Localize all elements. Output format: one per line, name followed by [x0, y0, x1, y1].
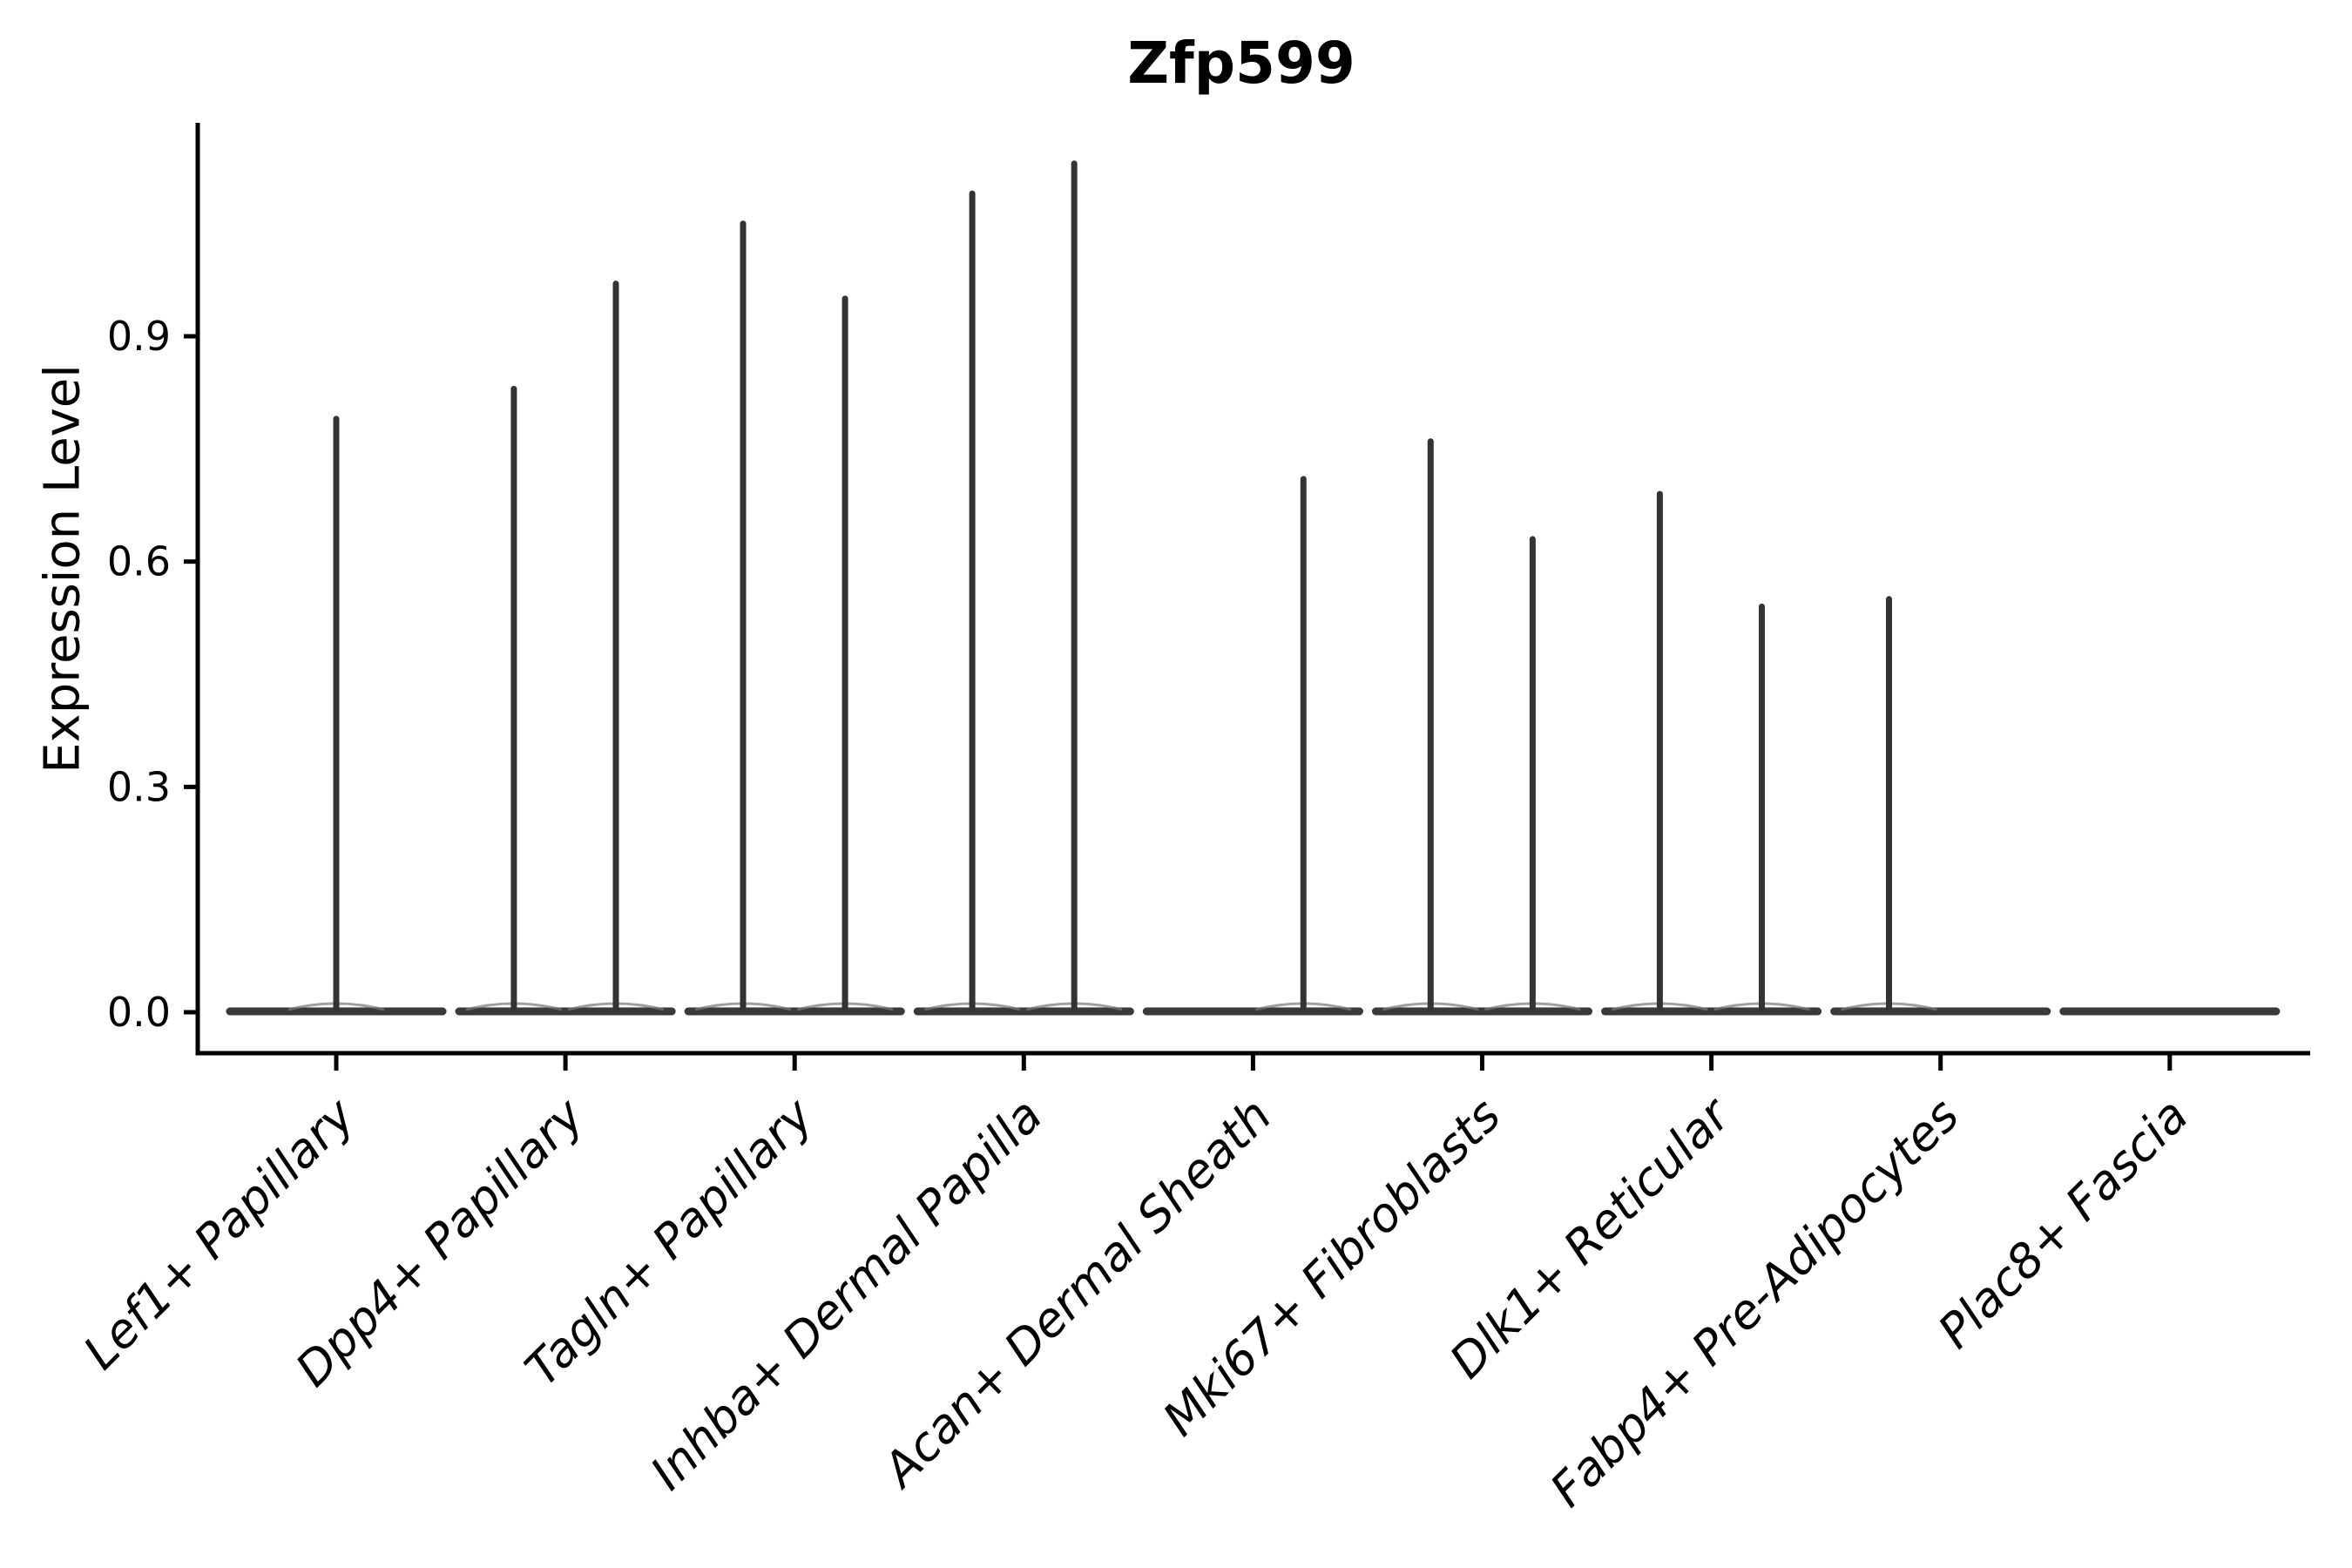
- plot-title: Zfp599: [1127, 30, 1355, 97]
- y-tick-label: 0.6: [107, 538, 171, 585]
- x-tick-label: Inhba+ Dermal Papilla: [640, 1088, 1053, 1501]
- y-tick-label: 0.9: [107, 313, 171, 360]
- y-tick-label: 0.3: [107, 763, 171, 810]
- x-tick-label: Plac8+ Fascia: [1928, 1088, 2199, 1359]
- y-tick-label: 0.0: [107, 989, 171, 1036]
- x-tick-label: Acan+ Dermal Sheath: [871, 1088, 1282, 1499]
- x-tick-label: Fabp4+ Pre-Adipocytes: [1540, 1088, 1970, 1517]
